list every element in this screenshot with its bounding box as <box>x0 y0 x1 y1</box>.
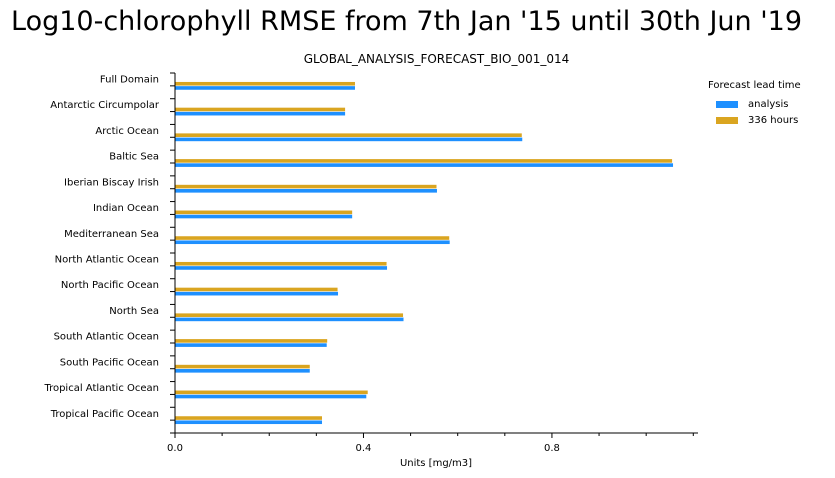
legend-label-336-hours: 336 hours <box>748 114 799 126</box>
legend: Forecast lead time analysis 336 hours <box>708 80 801 128</box>
bar-analysis <box>175 266 388 270</box>
bar-analysis <box>175 420 323 425</box>
y-axis-labels: Full Domain Antarctic Circumpolar Arctic O… <box>43 75 159 420</box>
bar-analysis <box>175 317 404 322</box>
y-tick-label: Antarctic Circumpolar <box>50 100 160 111</box>
bar-336-hours <box>175 81 355 86</box>
bar-analysis <box>175 111 346 116</box>
bar-336-hours <box>175 236 450 240</box>
legend-swatch-analysis <box>716 100 738 108</box>
y-tick-label: Tropical Atlantic Ocean <box>43 383 159 394</box>
legend-label-analysis: analysis <box>748 98 789 110</box>
bar-analysis <box>175 137 523 142</box>
chart-subtitle: GLOBAL_ANALYSIS_FORECAST_BIO_001_014 <box>303 52 570 66</box>
y-tick-label: South Pacific Ocean <box>60 357 159 368</box>
legend-item-336-hours: 336 hours <box>708 112 801 128</box>
x-axis-label: Units [mg/m3] <box>400 458 472 469</box>
bars-group <box>175 81 674 425</box>
bar-336-hours <box>175 133 522 137</box>
bar-analysis <box>175 240 450 245</box>
y-tick-label: Iberian Biscay Irish <box>64 177 159 188</box>
bar-analysis <box>175 86 355 90</box>
legend-item-analysis: analysis <box>708 96 801 112</box>
y-tick-label: Mediterranean Sea <box>64 229 159 240</box>
y-tick-label: Indian Ocean <box>93 203 159 214</box>
bar-336-hours <box>175 390 368 395</box>
x-tick-label: 0.0 <box>167 443 183 454</box>
bar-336-hours <box>175 416 323 420</box>
chart-title: Log10-chlorophyll RMSE from 7th Jan '15 … <box>11 6 803 37</box>
bar-336-hours <box>175 313 404 317</box>
bar-336-hours <box>175 184 437 189</box>
bar-analysis <box>175 394 367 399</box>
bar-336-hours <box>175 339 328 343</box>
x-tick-label: 0.4 <box>356 443 372 454</box>
y-tick-label: South Atlantic Ocean <box>54 332 159 343</box>
bar-analysis <box>175 291 339 296</box>
bar-336-hours <box>175 107 346 112</box>
x-axis-ticks: 0.0 0.4 0.8 <box>167 433 694 454</box>
bar-analysis <box>175 343 327 347</box>
y-tick-label: Full Domain <box>100 75 159 86</box>
bar-analysis <box>175 163 674 167</box>
bar-336-hours <box>175 210 353 215</box>
y-tick-label: North Pacific Ocean <box>61 280 159 291</box>
bar-analysis <box>175 214 353 219</box>
bar-336-hours <box>175 159 673 163</box>
bar-336-hours <box>175 287 338 292</box>
bar-336-hours <box>175 261 387 266</box>
y-axis-ticks <box>170 72 175 434</box>
bar-analysis <box>175 189 437 193</box>
y-tick-label: Baltic Sea <box>109 152 159 163</box>
y-tick-label: North Atlantic Ocean <box>55 255 159 266</box>
bar-analysis <box>175 369 310 373</box>
bar-336-hours <box>175 364 310 369</box>
y-tick-label: North Sea <box>109 306 159 317</box>
y-tick-label: Tropical Pacific Ocean <box>50 409 159 420</box>
legend-title: Forecast lead time <box>708 80 801 91</box>
legend-swatch-336-hours <box>716 116 738 124</box>
x-tick-label: 0.8 <box>544 443 560 454</box>
y-tick-label: Arctic Ocean <box>95 126 159 137</box>
